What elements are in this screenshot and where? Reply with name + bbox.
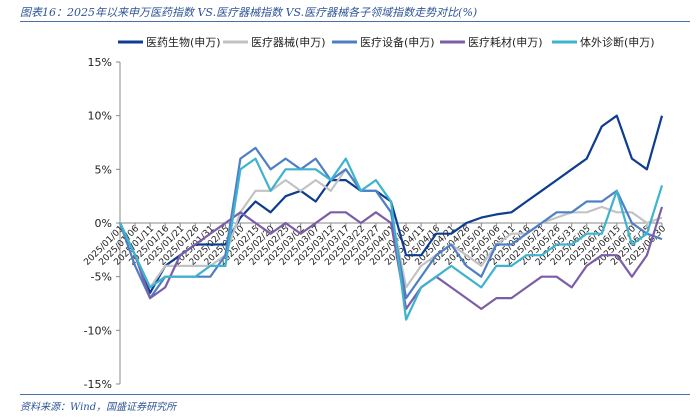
series-line-4 <box>119 206 664 310</box>
y-tick-label: 0% <box>95 217 112 230</box>
y-tick-label: -5% <box>91 271 112 284</box>
series-line-5 <box>119 157 664 321</box>
y-tick-label: -10% <box>84 324 112 337</box>
legend-item: 医疗耗材(申万) <box>440 35 543 49</box>
legend-label: 医药生物(申万) <box>146 35 221 49</box>
series-line-3 <box>118 146 663 300</box>
title-divider <box>20 21 690 22</box>
legend-label: 医疗设备(申万) <box>360 35 435 49</box>
figure-title: 图表16：2025年以来申万医药指数 VS.医疗器械指数 VS.医疗器械各子领域… <box>20 6 478 19</box>
source-note: 资料来源：Wind，国盛证券研究所 <box>20 402 177 413</box>
y-tick-label: -15% <box>84 378 112 391</box>
legend-label: 医疗耗材(申万) <box>468 35 543 49</box>
source-divider <box>20 394 690 395</box>
y-tick-label: 15% <box>88 56 112 69</box>
legend-item: 医药生物(申万) <box>118 35 221 49</box>
legend-item: 医疗器械(申万) <box>223 35 326 49</box>
y-tick-label: 10% <box>88 110 112 123</box>
legend-label: 体外诊断(申万) <box>580 35 655 49</box>
legend-item: 体外诊断(申万) <box>552 35 655 49</box>
legend-label: 医疗器械(申万) <box>251 35 326 49</box>
y-tick-label: 5% <box>95 163 112 176</box>
legend-item: 医疗设备(申万) <box>332 35 435 49</box>
